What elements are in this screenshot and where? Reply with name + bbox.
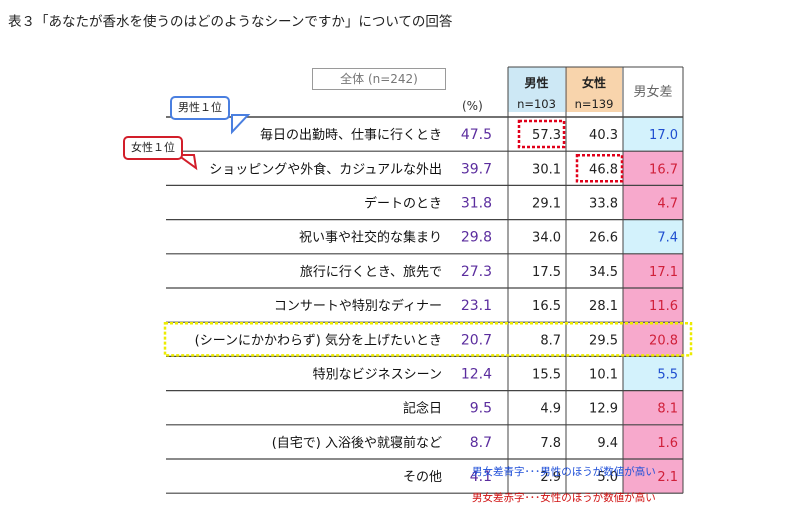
- overall-value: 29.8: [461, 230, 492, 246]
- note-blue-legend: 男女差青字･･･男性のほうが数値が高い: [472, 466, 656, 478]
- diff-value: 16.7: [649, 162, 678, 177]
- diff-cell-bg: [623, 219, 683, 254]
- row-label: コンサートや特別なディナー: [274, 298, 442, 314]
- male-value: 17.5: [532, 265, 561, 280]
- callout-male-top: 男性１位: [170, 96, 230, 120]
- female-top-highlight: [575, 153, 624, 183]
- note-red-legend: 男女差赤字･･･女性のほうが数値が高い: [472, 492, 656, 504]
- row-label: (自宅で) 入浴後や就寝前など: [272, 435, 442, 451]
- header-male-label: 男性: [524, 76, 549, 90]
- diff-value: 8.1: [657, 402, 678, 417]
- diff-value: 17.0: [649, 128, 678, 143]
- diff-value: 7.4: [657, 231, 678, 246]
- row-label: その他: [403, 470, 442, 485]
- diff-value: 11.6: [649, 299, 678, 314]
- header-female-n: n=139: [574, 97, 614, 111]
- overall-value: 23.1: [461, 298, 492, 314]
- overall-label: 全体 (n=242): [312, 68, 446, 90]
- callout-female-top: 女性１位: [123, 136, 183, 160]
- male-value: 29.1: [532, 197, 561, 212]
- female-value: 12.9: [589, 402, 618, 417]
- diff-cell-bg: [623, 185, 683, 220]
- male-value: 15.5: [532, 368, 561, 383]
- diff-value: 4.7: [657, 197, 678, 212]
- overall-value: 27.3: [461, 264, 492, 280]
- male-value: 16.5: [532, 299, 561, 314]
- female-value: 40.3: [589, 128, 618, 143]
- percent-unit-label: (%): [462, 99, 483, 113]
- row-label: ショッピングや外食、カジュアルな外出: [209, 161, 442, 177]
- female-value: 28.1: [589, 299, 618, 314]
- mood-row-highlight: [163, 321, 693, 357]
- header-diff: 男女差: [623, 67, 683, 112]
- male-top-highlight: [517, 119, 566, 149]
- diff-cell-bg: [623, 424, 683, 459]
- male-value: 57.3: [532, 128, 561, 143]
- diff-value: 5.5: [657, 368, 678, 383]
- overall-value: 4.1: [470, 469, 492, 485]
- overall-value: 12.4: [461, 367, 492, 383]
- diff-cell-bg: [623, 253, 683, 288]
- row-label: 記念日: [403, 401, 442, 417]
- female-value: 9.4: [597, 436, 618, 451]
- diff-cell-bg: [623, 322, 683, 357]
- header-male: 男性 n=103: [508, 67, 565, 112]
- overall-value: 8.7: [470, 435, 492, 451]
- diff-cell-bg: [623, 117, 683, 152]
- male-value: 2.9: [540, 470, 561, 485]
- row-label: 祝い事や社交的な集まり: [299, 230, 442, 246]
- diff-cell-bg: [623, 288, 683, 323]
- row-label: 特別なビジネスシーン: [313, 368, 442, 383]
- female-value: 5.0: [597, 470, 618, 485]
- diff-cell-bg: [623, 459, 683, 494]
- header-female-label: 女性: [581, 76, 606, 90]
- overall-value: 47.5: [461, 127, 492, 143]
- male-value: 30.1: [532, 162, 561, 177]
- diff-cell-bg: [623, 151, 683, 186]
- row-label: 旅行に行くとき、旅先で: [300, 265, 442, 280]
- female-value: 29.5: [589, 333, 618, 348]
- diff-cell-bg: [623, 390, 683, 425]
- header-male-n: n=103: [517, 97, 556, 111]
- male-value: 7.8: [540, 436, 561, 451]
- callout-female-tail: [174, 154, 198, 171]
- male-value: 8.7: [540, 333, 561, 348]
- row-label: デートのとき: [364, 196, 442, 212]
- row-label: 毎日の出勤時、仕事に行くとき: [260, 127, 442, 143]
- diff-value: 1.6: [657, 436, 678, 451]
- female-value: 26.6: [589, 231, 618, 246]
- overall-value: 39.7: [461, 161, 492, 177]
- callout-male-tail: [231, 114, 251, 135]
- header-diff-label: 男女差: [633, 85, 673, 100]
- overall-value: 20.7: [461, 332, 492, 348]
- overall-value: 9.5: [470, 401, 492, 417]
- male-value: 4.9: [540, 402, 561, 417]
- diff-value: 2.1: [657, 470, 678, 485]
- header-female: 女性 n=139: [566, 67, 622, 112]
- page-title: 表３「あなたが香水を使うのはどのようなシーンですか」についての回答: [8, 14, 453, 30]
- female-value: 10.1: [589, 368, 618, 383]
- male-value: 34.0: [532, 231, 561, 246]
- row-label: (シーンにかかわらず) 気分を上げたいとき: [195, 332, 442, 348]
- female-value: 46.8: [589, 162, 618, 177]
- diff-cell-bg: [623, 356, 683, 391]
- overall-value: 31.8: [461, 196, 492, 212]
- female-value: 34.5: [589, 265, 618, 280]
- diff-value: 17.1: [649, 265, 678, 280]
- female-value: 33.8: [589, 197, 618, 212]
- diff-value: 20.8: [649, 333, 678, 348]
